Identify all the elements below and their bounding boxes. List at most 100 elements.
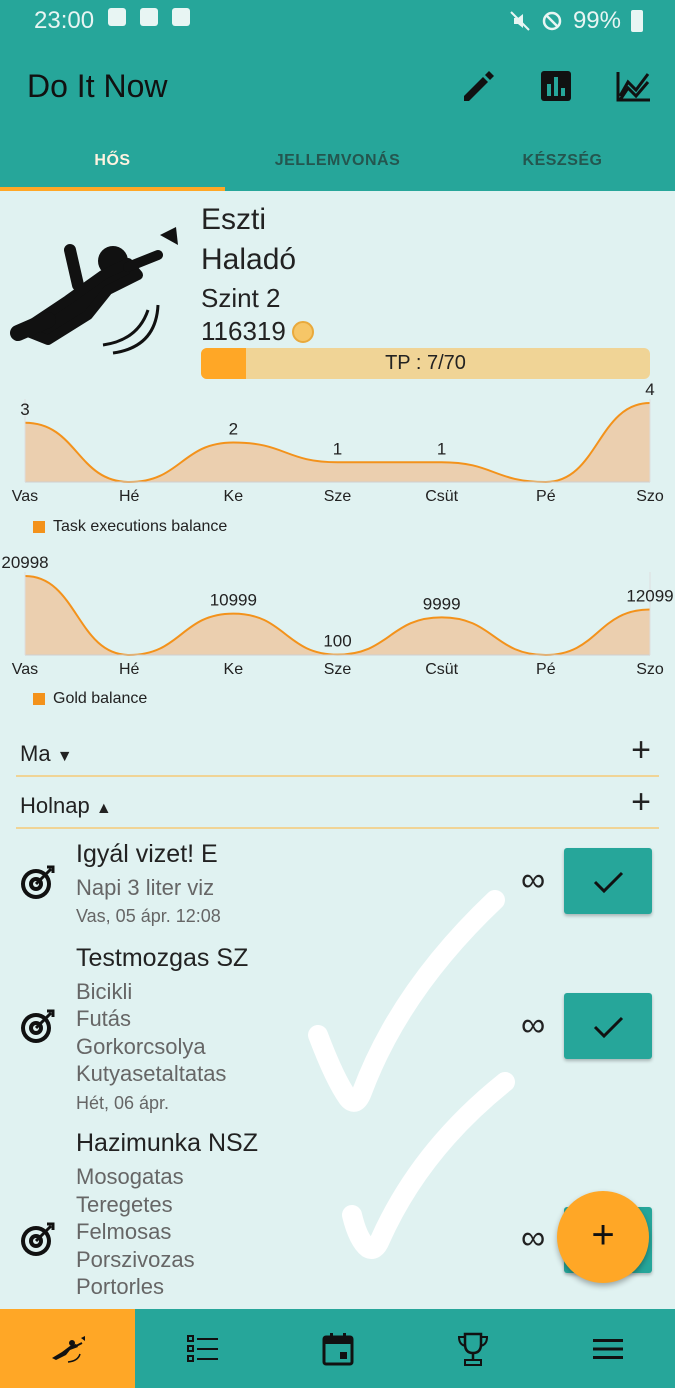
hero-gold: 116319 [201, 316, 314, 347]
data-label: 4 [645, 380, 654, 399]
complete-task-button[interactable] [564, 993, 652, 1059]
stats-button[interactable] [536, 66, 576, 106]
legend-swatch [33, 693, 45, 705]
bar-chart-icon [536, 66, 576, 106]
x-tick-label: Sze [324, 661, 352, 678]
tab-hero[interactable]: HŐS [0, 135, 225, 191]
task-title: Hazimunka NSZ [76, 1129, 258, 1158]
tab-bar: HŐS JELLEMVONÁS KÉSZSÉG [0, 135, 675, 191]
task-subtask: Porszivozas [76, 1247, 195, 1273]
task-date: Hét, 06 ápr. [76, 1093, 169, 1114]
target-icon [19, 1222, 55, 1258]
list-icon [186, 1334, 220, 1364]
checkmark-icon [564, 848, 652, 914]
section-label: Holnap ▲ [20, 793, 112, 819]
complete-task-button[interactable] [564, 848, 652, 914]
target-icon [19, 1009, 55, 1045]
bottom-navigation [0, 1309, 675, 1388]
calendar-icon [322, 1332, 354, 1366]
caret-up-icon: ▲ [96, 800, 112, 817]
nav-calendar[interactable] [270, 1309, 405, 1388]
infinite-repeat-icon: ∞ [521, 1006, 545, 1045]
data-label: 3 [20, 400, 29, 419]
nav-menu[interactable] [540, 1309, 675, 1388]
data-label: 10999 [210, 591, 257, 610]
section-tomorrow[interactable]: Holnap ▲ + [16, 791, 659, 829]
trophy-icon [456, 1331, 490, 1367]
data-label: 1 [437, 439, 446, 458]
add-tomorrow-button[interactable]: + [631, 785, 651, 819]
legend-label: Gold balance [53, 690, 147, 708]
x-tick-label: Szo [636, 488, 664, 505]
hero-level: Szint 2 [201, 283, 281, 314]
x-tick-label: Ke [224, 488, 244, 505]
tp-progress-text: TP : 7/70 [201, 348, 650, 379]
hero-avatar-icon [8, 215, 188, 360]
task-executions-chart: Vas Hé Ke Sze Csüt Pé Szo 3 2 1 1 4 [0, 380, 675, 510]
menu-icon [592, 1337, 624, 1361]
legend-swatch [33, 521, 45, 533]
task-subtask: Bicikli [76, 979, 132, 1005]
task-subtask: Napi 3 liter viz [76, 875, 214, 901]
coin-icon [292, 321, 314, 343]
gold-amount: 116319 [201, 316, 286, 347]
x-tick-label: Ke [224, 661, 244, 678]
battery-text: 99% [573, 7, 621, 35]
graph-button[interactable] [614, 66, 654, 106]
tp-progress-bar: TP : 7/70 [201, 348, 650, 379]
tab-label: JELLEMVONÁS [275, 152, 401, 169]
notification-icons [108, 8, 190, 26]
hero-rank: Haladó [201, 243, 296, 277]
edit-button[interactable] [458, 66, 498, 106]
mute-icon [509, 10, 531, 32]
task-date: Vas, 05 ápr. 12:08 [76, 906, 221, 927]
task-subtask: Felmosas [76, 1219, 171, 1245]
tab-label: HŐS [94, 152, 130, 169]
status-right: 99% [509, 7, 643, 35]
x-tick-label: Vas [12, 488, 38, 505]
nav-hero[interactable] [0, 1309, 135, 1388]
x-tick-label: Csüt [425, 661, 458, 678]
data-label: 100 [323, 632, 351, 651]
status-time: 23:00 [34, 7, 94, 35]
nav-achievements[interactable] [405, 1309, 540, 1388]
image-icon [140, 8, 158, 26]
task-subtask: Futás [76, 1006, 131, 1032]
hero-name: Eszti [201, 203, 266, 237]
tab-traits[interactable]: JELLEMVONÁS [225, 135, 450, 191]
x-tick-label: Hé [119, 661, 140, 678]
data-label: 1 [333, 439, 342, 458]
task-title: Testmozgas SZ [76, 944, 248, 973]
x-tick-label: Pé [536, 488, 556, 505]
data-label: 20998 [1, 553, 48, 572]
task-subtask: Gorkorcsolya [76, 1034, 206, 1060]
data-label: 9999 [423, 594, 461, 613]
dnd-icon [541, 10, 563, 32]
chart2-legend: Gold balance [33, 690, 147, 708]
caret-down-icon: ▼ [57, 748, 73, 765]
x-tick-label: Hé [119, 488, 140, 505]
task-subtask: Teregetes [76, 1192, 173, 1218]
section-today[interactable]: Ma ▼ + [16, 739, 659, 777]
chart1-legend: Task executions balance [33, 518, 227, 536]
nav-list[interactable] [135, 1309, 270, 1388]
add-today-button[interactable]: + [631, 733, 651, 767]
task-subtask: Kutyasetaltatas [76, 1061, 226, 1087]
tab-indicator [0, 187, 225, 191]
x-tick-label: Csüt [425, 488, 458, 505]
accessibility-icon [108, 8, 126, 26]
tab-skills[interactable]: KÉSZSÉG [450, 135, 675, 191]
line-chart-icon [614, 66, 654, 106]
task-item[interactable]: Igyál vizet! E Napi 3 liter viz Vas, 05 … [0, 835, 675, 935]
infinite-repeat-icon: ∞ [521, 1219, 545, 1258]
pencil-icon [458, 66, 498, 106]
add-task-fab[interactable]: + [557, 1191, 649, 1283]
infinite-repeat-icon: ∞ [521, 861, 545, 900]
app-title: Do It Now [27, 68, 167, 105]
checkmark-icon [564, 993, 652, 1059]
task-item[interactable]: Testmozgas SZ Bicikli Futás Gorkorcsolya… [0, 939, 675, 1119]
task-subtask: Portorles [76, 1274, 164, 1300]
app-bar: Do It Now [0, 40, 675, 135]
task-title: Igyál vizet! E [76, 840, 218, 869]
x-tick-label: Pé [536, 661, 556, 678]
